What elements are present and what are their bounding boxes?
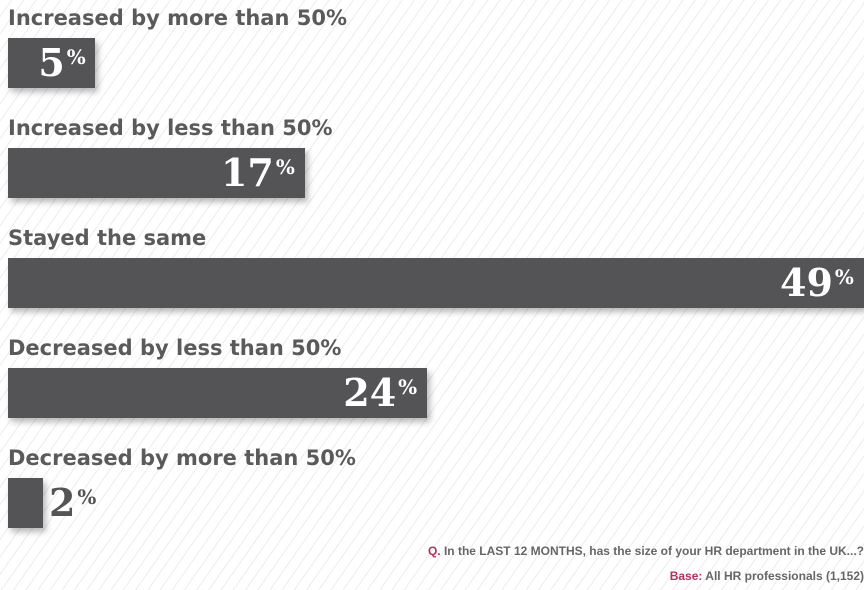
bar bbox=[8, 258, 864, 308]
base-text: All HR professionals (1,152) bbox=[705, 569, 864, 583]
base-prefix: Base: bbox=[669, 569, 703, 583]
value-label: 5% bbox=[38, 40, 86, 85]
value-label: 17% bbox=[220, 150, 295, 195]
bar bbox=[8, 148, 305, 198]
question-note: Q. In the LAST 12 MONTHS, has the size o… bbox=[428, 544, 864, 558]
question-prefix: Q. bbox=[427, 544, 441, 558]
question-text: In the LAST 12 MONTHS, has the size of y… bbox=[443, 544, 864, 558]
value-label: 49% bbox=[780, 260, 854, 305]
bar-chart: Increased by more than 50% 5% Increased by… bbox=[8, 6, 864, 528]
base-note: Base: All HR professionals (1,152) bbox=[670, 569, 864, 583]
bar bbox=[8, 368, 428, 418]
value-label: 24% bbox=[343, 370, 418, 415]
category-label: Decreased by more than 50% bbox=[8, 446, 356, 470]
category-label: Increased by more than 50% bbox=[8, 6, 348, 30]
bar bbox=[8, 38, 96, 88]
category-label: Decreased by less than 50% bbox=[8, 336, 342, 360]
category-label: Increased by less than 50% bbox=[8, 116, 333, 140]
value-label: 2% bbox=[48, 480, 97, 525]
bar bbox=[8, 478, 43, 528]
category-label: Stayed the same bbox=[8, 226, 207, 250]
